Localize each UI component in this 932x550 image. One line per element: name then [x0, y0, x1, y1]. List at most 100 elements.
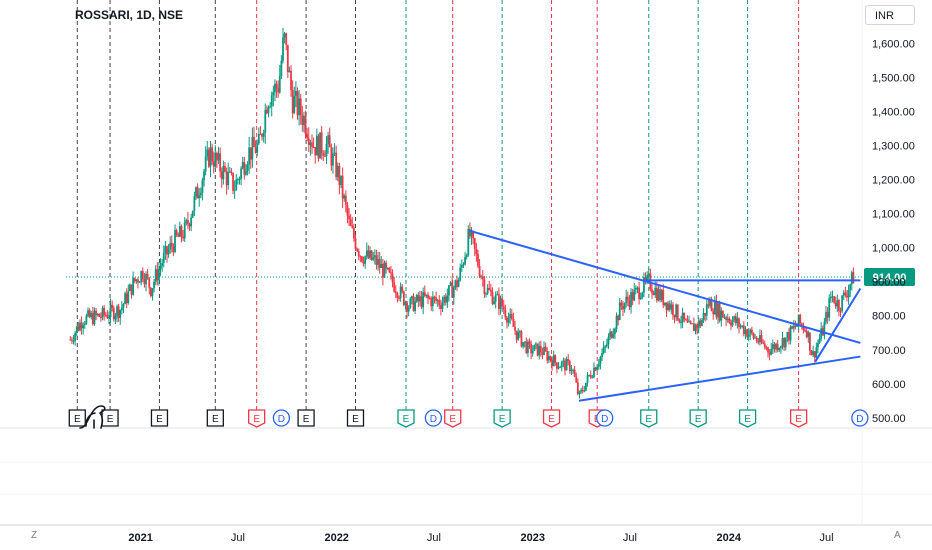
- earnings-marker[interactable]: [738, 409, 757, 428]
- candle-body: [362, 261, 365, 264]
- candle-body: [428, 297, 431, 299]
- dividend-marker[interactable]: [424, 409, 443, 427]
- candle-body: [207, 149, 210, 167]
- candle-body: [593, 367, 595, 377]
- candle-body: [104, 314, 107, 316]
- candle-body: [138, 282, 141, 284]
- symbol-title[interactable]: ROSSARI, 1D, NSE: [75, 8, 184, 22]
- auto-scale-toggle[interactable]: A: [894, 530, 901, 541]
- candle-body: [834, 302, 837, 307]
- earnings-marker-label: E: [253, 414, 260, 425]
- candle-body: [601, 353, 603, 357]
- dividend-marker[interactable]: [851, 409, 869, 427]
- trendline[interactable]: [814, 288, 862, 363]
- candle-body: [825, 312, 827, 322]
- candle-body: [315, 135, 318, 156]
- candle-body: [459, 267, 462, 280]
- candle-body: [404, 302, 407, 305]
- candle-body: [114, 315, 117, 320]
- candle-body: [111, 304, 114, 308]
- log-scale-toggle[interactable]: Z: [31, 530, 38, 541]
- candle-body: [319, 132, 321, 159]
- dividend-marker[interactable]: [272, 409, 291, 427]
- candle-body: [630, 292, 632, 308]
- candle-body: [475, 248, 478, 255]
- candle-body: [440, 305, 442, 309]
- candle-body: [378, 259, 381, 268]
- candle-body: [191, 210, 194, 218]
- candle-body: [333, 152, 336, 154]
- y-tick-label: 600.00: [872, 379, 906, 391]
- event-markers[interactable]: EEEEEDEEEDEEEEDEEEED: [68, 409, 869, 428]
- candle-body: [322, 152, 325, 156]
- candle-body: [543, 346, 545, 355]
- candle-body: [676, 304, 679, 320]
- candle-body: [327, 135, 330, 144]
- currency-button[interactable]: INR: [865, 5, 915, 25]
- candle-body: [717, 303, 719, 318]
- earnings-marker[interactable]: [542, 409, 561, 428]
- earnings-marker[interactable]: [397, 409, 415, 428]
- candle-body: [106, 315, 109, 318]
- candle-body: [298, 98, 301, 116]
- candle-body: [317, 135, 320, 159]
- candle-body: [151, 288, 154, 297]
- candle-body: [381, 263, 384, 278]
- earnings-marker-label: E: [303, 414, 310, 425]
- candle-body: [235, 179, 238, 191]
- candle-body: [233, 190, 236, 192]
- candle-body: [203, 171, 205, 181]
- earnings-marker[interactable]: [640, 409, 658, 428]
- trendlines[interactable]: [469, 229, 862, 402]
- candle-body: [523, 341, 526, 343]
- earnings-marker[interactable]: [346, 409, 365, 427]
- candle-body: [196, 187, 199, 199]
- candle-body: [847, 290, 850, 298]
- candle-body: [818, 338, 821, 344]
- candle-body: [264, 109, 267, 133]
- earnings-marker[interactable]: [789, 409, 808, 428]
- candle-body: [580, 389, 582, 392]
- y-axis[interactable]: 1,600.00 1,500.00 1,400.00 1,300.00 1,200.00…: [872, 39, 915, 425]
- candle-body: [256, 143, 259, 153]
- earnings-marker[interactable]: [248, 409, 266, 428]
- trendline[interactable]: [469, 229, 861, 344]
- candle-body: [498, 294, 500, 310]
- earnings-marker[interactable]: [206, 409, 224, 427]
- candle-body: [246, 164, 249, 171]
- earnings-marker[interactable]: [444, 409, 462, 428]
- y-tick-label: 700.00: [872, 345, 906, 357]
- earnings-marker[interactable]: [297, 409, 315, 427]
- candle-body: [220, 171, 223, 180]
- earnings-marker-label: E: [645, 414, 652, 425]
- candle-body: [71, 339, 73, 341]
- candle-body: [643, 277, 645, 293]
- candle-body: [530, 343, 533, 354]
- candle-body: [420, 296, 423, 308]
- candle-body: [283, 33, 286, 38]
- earnings-marker[interactable]: [689, 409, 707, 428]
- candle-body: [509, 313, 512, 319]
- trendline[interactable]: [578, 355, 861, 402]
- candle-body: [75, 326, 78, 333]
- candle-body: [804, 330, 806, 332]
- candle-body: [320, 132, 323, 153]
- candle-body: [531, 350, 534, 354]
- candle-body: [130, 284, 133, 295]
- candle-body: [672, 304, 674, 315]
- candle-body: [572, 369, 574, 371]
- earnings-marker[interactable]: [493, 409, 511, 428]
- candle-body: [172, 246, 175, 252]
- candle-body: [760, 335, 763, 343]
- candle-body: [512, 319, 515, 327]
- candle-body: [596, 366, 599, 371]
- x-axis[interactable]: 2021 Jul 2022 Jul 2023 Jul 2024 Jul: [128, 532, 833, 544]
- earnings-marker[interactable]: [150, 409, 169, 427]
- candle-body: [291, 89, 294, 114]
- candle-body: [733, 316, 736, 321]
- candle-body: [655, 287, 658, 301]
- candle-body: [794, 325, 797, 327]
- dividend-marker[interactable]: [596, 409, 614, 427]
- candle-body: [119, 310, 122, 318]
